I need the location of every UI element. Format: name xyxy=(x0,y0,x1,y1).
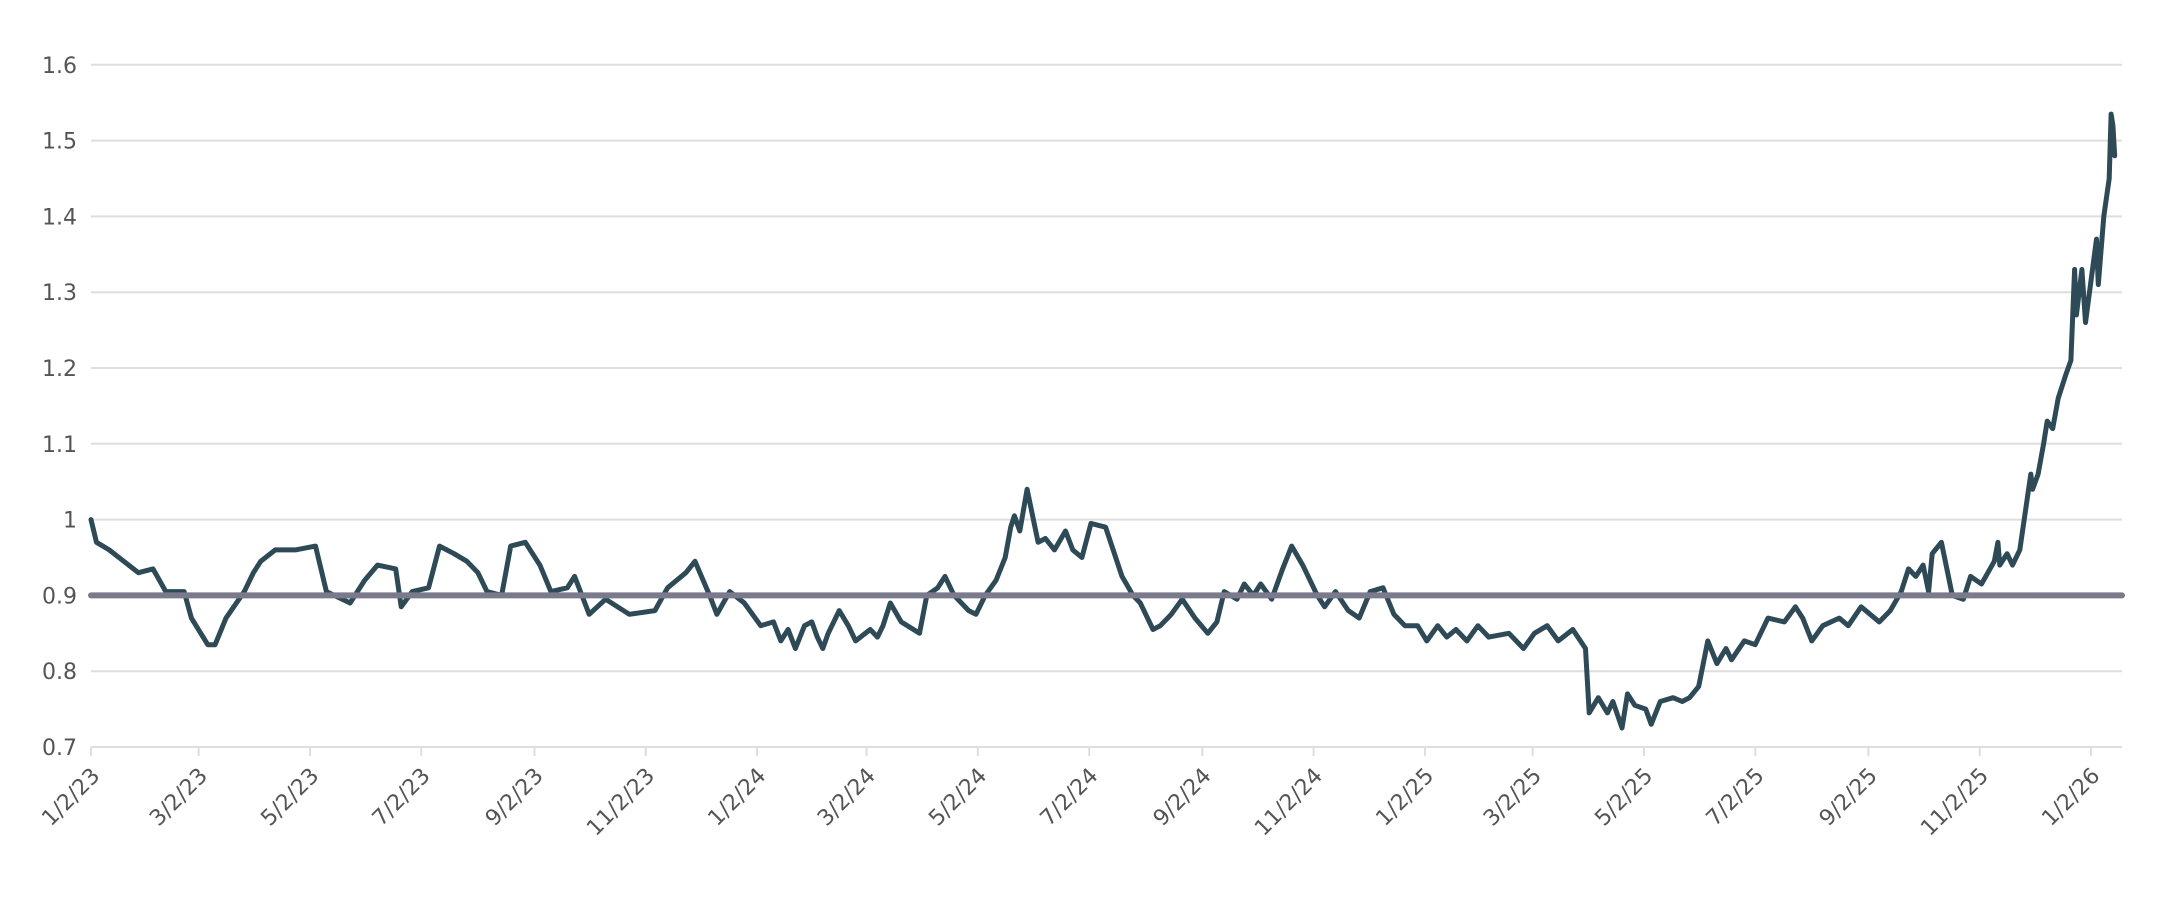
y-tick-label: 1.2 xyxy=(42,357,77,382)
x-tick-label: 7/2/23 xyxy=(368,764,436,832)
x-tick-label: 7/2/24 xyxy=(1036,764,1104,832)
x-tick-label: 9/2/25 xyxy=(1815,764,1883,832)
y-tick-label: 0.9 xyxy=(42,584,77,609)
y-tick-label: 1.3 xyxy=(42,281,77,306)
y-axis-tick-labels: 1.6 1.5 1.4 1.3 1.2 1.1 1 0.9 0.8 0.7 xyxy=(42,54,77,761)
x-tick-label: 5/2/25 xyxy=(1590,764,1658,832)
y-tick-label: 0.8 xyxy=(42,660,77,685)
gridlines xyxy=(91,63,2122,748)
x-axis-ticks xyxy=(90,747,2092,756)
x-axis-tick-labels: 1/2/23 3/2/23 5/2/23 7/2/23 9/2/23 11/2/23 1/2… xyxy=(37,764,2105,842)
y-tick-label: 1.4 xyxy=(42,205,77,230)
x-tick-label: 11/2/24 xyxy=(1250,764,1328,842)
x-tick-label: 9/2/24 xyxy=(1149,764,1217,832)
x-tick-label: 1/2/25 xyxy=(1371,764,1439,832)
x-tick-label: 1/2/26 xyxy=(2037,764,2105,832)
x-tick-label: 3/2/24 xyxy=(813,764,881,832)
series-line xyxy=(88,111,2118,731)
x-tick-label: 3/2/25 xyxy=(1479,764,1547,832)
x-tick-label: 5/2/23 xyxy=(256,764,324,832)
y-tick-label: 1.1 xyxy=(42,433,77,458)
x-tick-label: 11/2/23 xyxy=(582,764,660,842)
x-tick-label: 5/2/24 xyxy=(924,764,992,832)
x-tick-label: 3/2/23 xyxy=(145,764,213,832)
x-tick-label: 7/2/25 xyxy=(1702,764,1770,832)
x-tick-label: 9/2/23 xyxy=(481,764,549,832)
series-layer xyxy=(88,111,2118,731)
x-tick-label: 1/2/23 xyxy=(37,764,105,832)
y-tick-label: 1.5 xyxy=(42,130,77,155)
y-tick-label: 1.6 xyxy=(42,54,77,79)
x-tick-label: 1/2/24 xyxy=(704,764,772,832)
y-tick-label: 0.7 xyxy=(42,736,77,761)
x-tick-label: 11/2/25 xyxy=(1916,764,1994,842)
y-tick-label: 1 xyxy=(63,509,77,534)
